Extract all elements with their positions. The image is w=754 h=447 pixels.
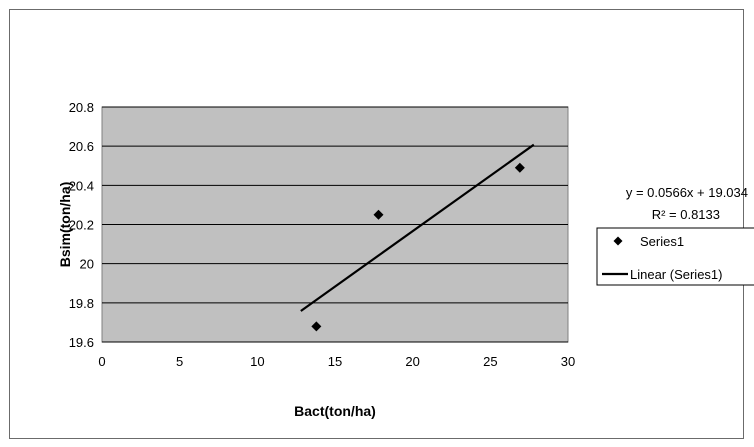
y-tick-label: 20 <box>80 257 94 272</box>
y-tick-label: 20.4 <box>69 178 94 193</box>
data-point <box>514 162 525 173</box>
legend-label-series1: Series1 <box>640 234 684 249</box>
data-points <box>311 162 525 332</box>
x-tick-label: 10 <box>250 354 264 369</box>
legend-diamond-icon <box>613 236 623 246</box>
grid-lines <box>102 106 568 343</box>
y-tick-label: 20.2 <box>69 218 94 233</box>
y-axis-title: Bsim(ton/ha) <box>57 182 73 268</box>
y-tick-label: 20.6 <box>69 139 94 154</box>
r-squared-label: R² = 0.8133 <box>652 207 720 222</box>
y-tick-label: 19.8 <box>69 296 94 311</box>
x-tick-label: 15 <box>328 354 342 369</box>
legend-label-linear: Linear (Series1) <box>630 267 723 282</box>
data-point <box>373 209 384 220</box>
y-tick-labels: 19.6 19.8 20 20.2 20.4 20.6 20.8 <box>69 100 94 350</box>
x-tick-label: 25 <box>483 354 497 369</box>
y-tick-label: 20.8 <box>69 100 94 115</box>
x-axis-title: Bact(ton/ha) <box>294 403 376 419</box>
x-tick-label: 30 <box>561 354 575 369</box>
trendline <box>300 143 535 312</box>
trendline-equation: y = 0.0566x + 19.034 <box>626 185 748 200</box>
x-tick-label: 0 <box>98 354 105 369</box>
data-point <box>311 321 322 332</box>
x-tick-label: 20 <box>405 354 419 369</box>
legend-box <box>596 227 754 286</box>
x-tick-label: 5 <box>176 354 183 369</box>
y-tick-label: 19.6 <box>69 335 94 350</box>
x-tick-labels: 0 5 10 15 20 25 30 <box>98 354 575 369</box>
legend: Series1 Linear (Series1) <box>596 227 754 286</box>
